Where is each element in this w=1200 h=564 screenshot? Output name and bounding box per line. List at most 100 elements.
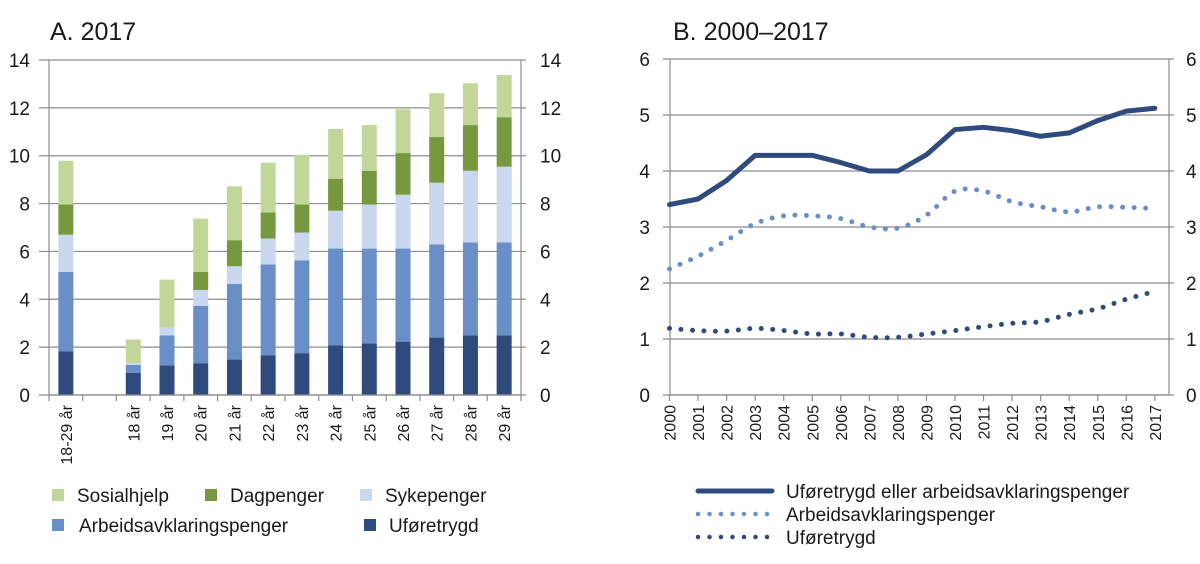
x-tick-label: 19 år bbox=[159, 404, 177, 441]
y-tick-label-right: 6 bbox=[1186, 50, 1197, 71]
legend-swatch bbox=[364, 519, 376, 531]
x-tick-label: 2002 bbox=[720, 405, 737, 441]
bar-segment-sosialhjelp bbox=[429, 93, 445, 138]
x-tick-label: 2005 bbox=[805, 405, 822, 441]
y-tick-label-left: 0 bbox=[19, 386, 30, 407]
chart-a-title: A. 2017 bbox=[50, 18, 136, 46]
bar-segment-arbeidsavklaringspenger bbox=[193, 305, 209, 364]
bar-segment-arbeidsavklaringspenger bbox=[226, 283, 242, 360]
bar-segment-sykepenger bbox=[429, 182, 445, 245]
bar-segment-uf-retrygd bbox=[429, 337, 445, 395]
bar-segment-sykepenger bbox=[395, 194, 411, 249]
bar-segment-sosialhjelp bbox=[294, 154, 310, 205]
chart-b-gridlines bbox=[663, 58, 1174, 396]
bar-segment-sosialhjelp bbox=[125, 339, 141, 364]
x-tick-label: 2013 bbox=[1034, 405, 1051, 441]
bar-segment-dagpenger bbox=[462, 125, 478, 171]
x-tick-label: 2017 bbox=[1148, 405, 1165, 441]
y-tick-label-right: 0 bbox=[1186, 386, 1197, 407]
bar-segment-uf-retrygd bbox=[496, 335, 512, 395]
bar-segment-sykepenger bbox=[294, 232, 310, 261]
bar-segment-sykepenger bbox=[328, 210, 344, 249]
x-tick-label: 23 år bbox=[294, 404, 312, 441]
legend-label: Dagpenger bbox=[230, 486, 325, 507]
y-tick-label-left: 2 bbox=[19, 338, 30, 359]
x-tick-label: 21 år bbox=[226, 404, 244, 441]
legend-label: Sosialhjelp bbox=[77, 486, 169, 507]
x-tick-label: 2011 bbox=[977, 405, 994, 440]
y-tick-label-right: 14 bbox=[540, 51, 562, 72]
y-tick-label-right: 10 bbox=[540, 147, 561, 168]
bar-segment-arbeidsavklaringspenger bbox=[125, 364, 141, 373]
legend-swatch bbox=[52, 489, 64, 501]
line-uf-retrygd bbox=[667, 288, 1158, 341]
chart-a-bars bbox=[58, 75, 512, 395]
bar-segment-arbeidsavklaringspenger bbox=[496, 242, 512, 336]
legend-label: Arbeidsavklaringspenger bbox=[79, 516, 289, 537]
bar-segment-uf-retrygd bbox=[294, 353, 310, 395]
chart-a: A. 2017 0 0 2 2 4 4 6 6 8 8 10 10 12 12 14 14 18-29 år 18… bbox=[9, 18, 562, 537]
legend-swatch bbox=[360, 489, 372, 501]
x-tick-label: 2014 bbox=[1062, 405, 1079, 441]
bar-segment-uf-retrygd bbox=[260, 355, 276, 395]
x-tick-label: 2004 bbox=[777, 405, 794, 441]
x-tick-label: 29 år bbox=[496, 404, 514, 441]
bar-segment-sosialhjelp bbox=[193, 218, 209, 273]
bar-segment-dagpenger bbox=[193, 272, 209, 290]
legend-label: Arbeidsavklaringspenger bbox=[786, 505, 996, 526]
y-tick-label-left: 6 bbox=[19, 242, 30, 263]
x-tick-label: 2016 bbox=[1119, 405, 1136, 441]
bar-segment-arbeidsavklaringspenger bbox=[159, 335, 175, 366]
y-tick-label-left: 0 bbox=[639, 386, 650, 407]
legend-label: Sykepenger bbox=[385, 486, 487, 507]
bar-segment-sosialhjelp bbox=[159, 279, 175, 328]
y-tick-label-right: 0 bbox=[540, 386, 551, 407]
x-tick-label: 2009 bbox=[919, 405, 936, 441]
bar-segment-sosialhjelp bbox=[328, 128, 344, 179]
chart-a-legend: Sosialhjelp Dagpenger Sykepenger Arbeidsavk… bbox=[52, 486, 487, 537]
bar-segment-sosialhjelp bbox=[58, 160, 74, 205]
y-tick-label-right: 2 bbox=[540, 338, 551, 359]
bar-segment-dagpenger bbox=[294, 204, 310, 233]
legend-label: Uføretrygd eller arbeidsavklaringspenger bbox=[786, 482, 1130, 503]
chart-b-axes: 0 0 1 1 2 2 3 3 4 4 5 5 6 6 2000 2001 2002 2003 2004 2005 20… bbox=[639, 50, 1197, 441]
bar-segment-sosialhjelp bbox=[361, 125, 377, 171]
x-tick-label: 2008 bbox=[891, 405, 908, 441]
x-tick-label: 2007 bbox=[862, 405, 879, 441]
y-tick-label-left: 8 bbox=[19, 195, 30, 216]
bar-segment-uf-retrygd bbox=[58, 351, 74, 395]
bar-segment-sosialhjelp bbox=[496, 75, 512, 118]
y-tick-label-left: 6 bbox=[639, 50, 650, 71]
chart-b-legend: Uføretrygd eller arbeidsavklaringspenger… bbox=[695, 482, 1130, 549]
line-uf-retrygd-eller-arbeidsavklaringspenger bbox=[667, 105, 1158, 208]
bar-segment-dagpenger bbox=[226, 240, 242, 267]
bar-segment-arbeidsavklaringspenger bbox=[361, 248, 377, 344]
y-tick-label-right: 8 bbox=[540, 195, 551, 216]
x-tick-label: 18-29 år bbox=[58, 404, 76, 464]
chart-b-title: B. 2000–2017 bbox=[673, 18, 829, 46]
bar-segment-sykepenger bbox=[125, 363, 141, 365]
bar-segment-uf-retrygd bbox=[395, 341, 411, 395]
y-tick-label-left: 5 bbox=[639, 106, 650, 127]
x-tick-label: 27 år bbox=[429, 404, 447, 441]
legend-label: Uføretrygd bbox=[786, 528, 876, 549]
bar-segment-dagpenger bbox=[58, 204, 74, 235]
bar-segment-dagpenger bbox=[395, 153, 411, 195]
chart-b: B. 2000–2017 0 0 1 1 2 2 3 3 4 4 5 5 6 6 2000 2001 2002 2… bbox=[639, 18, 1197, 549]
bar-segment-dagpenger bbox=[328, 178, 344, 211]
x-tick-label: 2006 bbox=[834, 405, 851, 441]
bar-segment-sosialhjelp bbox=[226, 186, 242, 241]
y-tick-label-right: 4 bbox=[540, 290, 551, 311]
bar-segment-sykepenger bbox=[462, 170, 478, 243]
y-tick-label-right: 12 bbox=[540, 99, 561, 120]
bar-segment-sykepenger bbox=[159, 327, 175, 336]
x-tick-label: 20 år bbox=[193, 404, 211, 441]
y-tick-label-right: 5 bbox=[1186, 106, 1197, 127]
bar-segment-sykepenger bbox=[193, 289, 209, 306]
y-tick-label-left: 4 bbox=[639, 162, 650, 183]
y-tick-label-left: 2 bbox=[639, 274, 650, 295]
y-tick-label-left: 10 bbox=[9, 147, 30, 168]
bar-segment-arbeidsavklaringspenger bbox=[395, 248, 411, 342]
legend-swatch bbox=[52, 519, 64, 531]
